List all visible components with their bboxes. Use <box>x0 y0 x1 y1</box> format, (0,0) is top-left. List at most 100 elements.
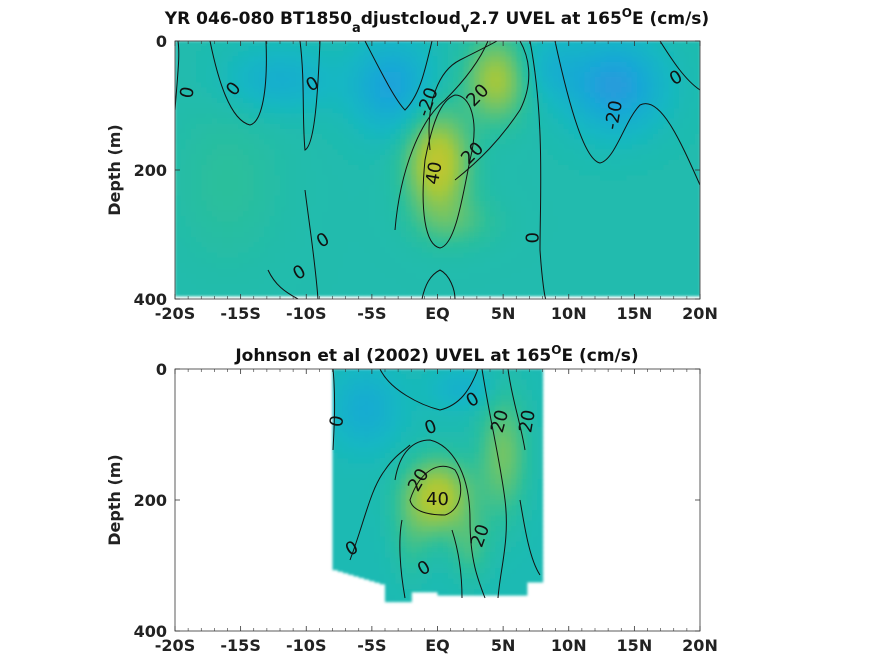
heatmap-cell <box>689 41 696 47</box>
heatmap-cell <box>295 87 302 94</box>
heatmap-cell <box>442 82 449 89</box>
heatmap-cell <box>469 268 475 274</box>
heatmap-cell <box>400 51 407 58</box>
heatmap-cell <box>490 46 496 52</box>
heatmap-cell <box>206 102 213 109</box>
heatmap-cell <box>605 288 612 295</box>
heatmap-cell <box>663 195 670 202</box>
heatmap-cell <box>689 175 696 181</box>
heatmap-cell <box>558 242 565 248</box>
heatmap-cell <box>574 118 580 125</box>
heatmap-cell <box>479 123 486 130</box>
heatmap-cell <box>484 200 491 207</box>
heatmap-cell <box>400 195 407 202</box>
heatmap-cell <box>227 92 234 99</box>
heatmap-cell <box>637 139 643 145</box>
heatmap-cell <box>343 242 349 248</box>
heatmap-cell <box>521 164 528 171</box>
heatmap-cell <box>474 237 481 243</box>
heatmap-cell <box>427 77 433 83</box>
heatmap-cell <box>558 195 565 202</box>
heatmap-cell <box>484 87 491 94</box>
heatmap-cell <box>311 61 318 68</box>
heatmap-cell <box>694 71 700 78</box>
heatmap-cell <box>259 170 265 176</box>
heatmap-cell <box>558 144 565 150</box>
heatmap-cell <box>652 154 659 161</box>
heatmap-cell <box>274 237 281 243</box>
heatmap-cell <box>390 61 397 68</box>
heatmap-cell <box>563 71 570 78</box>
heatmap-cell <box>673 66 680 73</box>
heatmap-cell <box>532 185 538 192</box>
heatmap-cell <box>322 159 328 166</box>
heatmap-cell <box>547 118 554 125</box>
heatmap-cell <box>600 87 607 94</box>
heatmap-cell <box>479 216 486 223</box>
heatmap-cell <box>500 195 507 202</box>
heatmap-cell <box>490 102 496 109</box>
heatmap-cell <box>679 41 685 47</box>
heatmap-cell <box>327 231 334 238</box>
heatmap-cell <box>322 144 328 150</box>
heatmap-cell <box>232 190 239 197</box>
heatmap-cell <box>642 133 649 140</box>
heatmap-cell <box>511 82 517 89</box>
heatmap-cell <box>306 206 313 212</box>
heatmap-cell <box>243 51 250 58</box>
heatmap-cell <box>253 175 260 181</box>
heatmap-cell <box>532 77 538 83</box>
heatmap-cell <box>259 190 265 197</box>
heatmap-cell <box>211 97 218 104</box>
heatmap-cell <box>348 268 355 274</box>
heatmap-cell <box>217 257 223 264</box>
heatmap-cell <box>327 288 334 295</box>
heatmap-cell <box>227 237 234 243</box>
heatmap-cell <box>180 154 187 161</box>
heatmap-cell <box>348 123 355 130</box>
heatmap-cell <box>453 247 460 254</box>
heatmap-cell <box>390 139 397 145</box>
heatmap-cell <box>421 190 428 197</box>
heatmap-cell <box>448 66 454 73</box>
heatmap-cell <box>563 288 570 295</box>
heatmap-cell <box>353 262 360 269</box>
heatmap-cell <box>595 139 601 145</box>
heatmap-cell <box>374 128 381 135</box>
heatmap-cell <box>322 257 328 264</box>
heatmap-cell <box>243 221 250 228</box>
heatmap-cell <box>595 283 601 290</box>
heatmap-cell <box>516 154 523 161</box>
heatmap-cell <box>285 144 292 150</box>
heatmap-cell <box>390 195 397 202</box>
heatmap-cell <box>469 128 475 135</box>
heatmap-cell <box>547 185 554 192</box>
heatmap-cell <box>374 51 381 58</box>
heatmap-cell <box>652 216 659 223</box>
heatmap-cell <box>248 97 255 104</box>
heatmap-cell <box>600 226 607 233</box>
heatmap-cell <box>280 113 286 119</box>
heatmap-cell <box>295 102 302 109</box>
heatmap-cell <box>222 149 229 156</box>
heatmap-cell <box>327 139 334 145</box>
heatmap-cell <box>553 139 559 145</box>
heatmap-cell <box>416 87 423 94</box>
heatmap-cell <box>652 283 659 290</box>
heatmap-cell <box>453 87 460 94</box>
heatmap-cell <box>547 262 554 269</box>
heatmap-cell <box>217 92 223 99</box>
heatmap-cell <box>663 159 670 166</box>
heatmap-cell <box>264 56 271 63</box>
heatmap-cell <box>416 154 423 161</box>
heatmap-cell <box>280 242 286 248</box>
heatmap-cell <box>206 190 213 197</box>
heatmap-cell <box>211 221 218 228</box>
heatmap-cell <box>248 242 255 248</box>
heatmap-cell <box>658 180 664 187</box>
heatmap-cell <box>285 268 292 274</box>
heatmap-cell <box>353 237 360 243</box>
heatmap-cell <box>484 56 491 63</box>
heatmap-cell <box>663 97 670 104</box>
heatmap-cell <box>484 164 491 171</box>
